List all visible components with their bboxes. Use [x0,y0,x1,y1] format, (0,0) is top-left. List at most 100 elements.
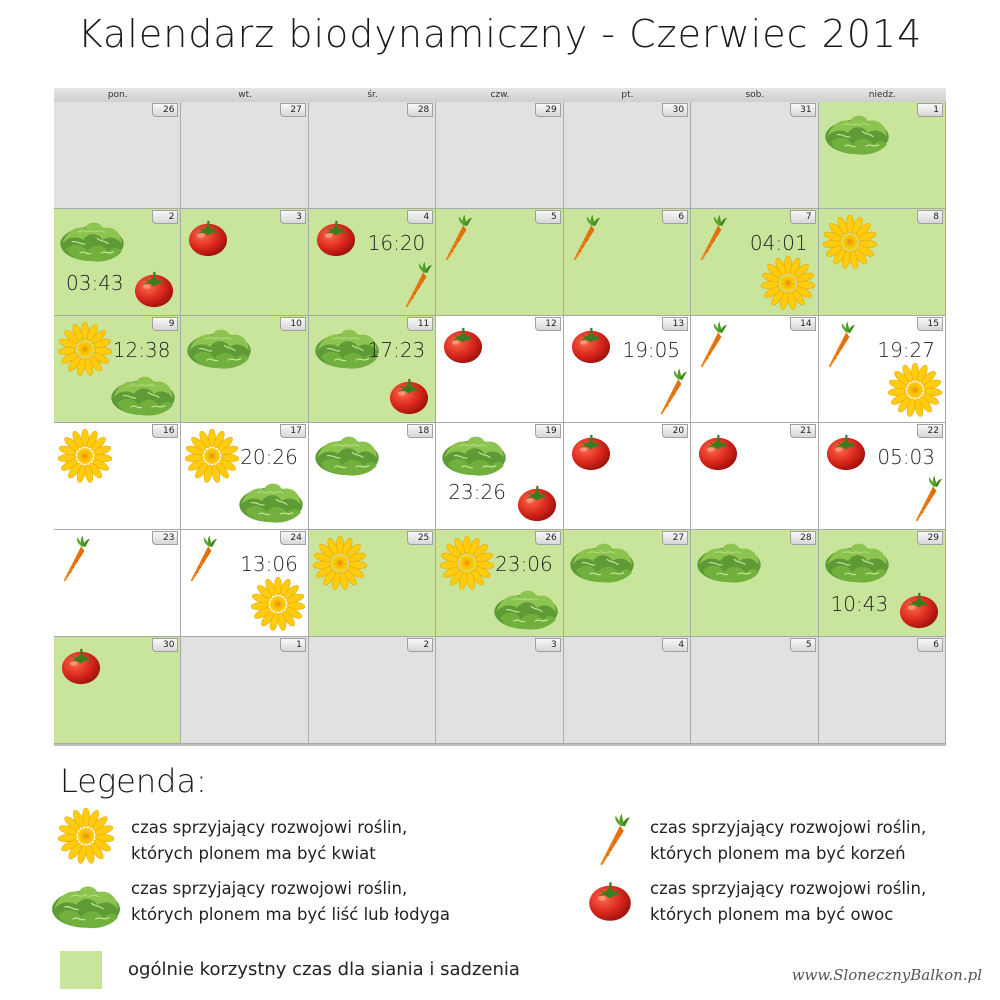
day-number: 2 [407,638,434,652]
day-number: 15 [916,317,943,331]
lettuce-icon [823,108,891,156]
page-title: Kalendarz biodynamiczny - Czerwiec 2014 [77,12,923,56]
carrot-icon [58,534,90,584]
day-cell: 8 [818,209,946,316]
legend-flower-text: czas sprzyjający rozwojowi roślin, który… [131,818,408,863]
lettuce-icon [185,322,253,370]
legend-green-swatch [60,951,102,989]
day-cell: 10 [181,316,309,423]
legend-title: Legenda: [60,762,207,800]
day-cell: 5 [691,637,819,744]
flower-icon [440,536,494,590]
day-cell: 3 [436,637,564,744]
day-cell: 3 [181,209,309,316]
flower-icon [888,363,942,417]
day-cell: 30 [54,637,182,744]
day-cell: 1 [181,637,309,744]
day-number: 16 [152,424,179,438]
day-cell: 6 [563,209,692,316]
day-number: 30 [152,638,179,652]
moon-time: 16:20 [367,231,426,255]
day-cell: 2 [308,637,437,744]
carrot-icon [594,813,630,867]
day-number: 8 [916,210,943,224]
tomato-icon [185,215,231,259]
day-number: 17 [279,424,306,438]
day-number: 29 [534,103,561,117]
day-number: 28 [789,531,816,545]
tomato-icon [568,322,614,366]
lettuce-icon [492,583,560,631]
day-cell: 5 [436,209,564,316]
day-number: 20 [662,424,689,438]
flower-icon [823,215,877,269]
day-number: 11 [407,317,434,331]
day-number: 14 [789,317,816,331]
tomato-icon [568,429,614,473]
day-number: 3 [279,210,306,224]
moon-time: 05:03 [877,445,935,469]
day-cell: 15 19:27 [818,316,946,423]
day-number: 30 [662,103,689,117]
day-number: 9 [152,317,179,331]
day-number: 13 [662,317,689,331]
flower-icon [185,429,239,483]
day-number: 31 [789,103,816,117]
carrot-icon [400,260,432,310]
flower-icon [58,808,114,864]
lettuce-icon [50,878,122,930]
day-cell: 2 03:43 [54,209,182,316]
day-cell: 28 [308,102,437,209]
legend-green-text: ogólnie korzystny czas dla siania i sadz… [128,959,520,980]
day-number: 26 [152,103,179,117]
flower-icon [251,577,305,631]
day-cell: 9 12:38 [54,316,182,423]
day-number: 5 [534,210,561,224]
moon-time: 10:43 [830,592,889,616]
day-cell: 24 13:06 [181,530,309,637]
carrot-icon [910,474,942,524]
tomato-icon [823,429,869,473]
tomato-icon [896,587,942,631]
day-cell: 29 [436,102,564,209]
day-cell: 31 [691,102,819,209]
day-cell: 26 23:06 [436,530,564,637]
carrot-icon [655,367,687,417]
day-cell: 22 05:03 [818,423,946,530]
day-cell: 18 [308,423,437,530]
day-cell: 20 [563,423,692,530]
flower-icon [313,536,367,590]
day-number: 28 [407,103,434,117]
day-number: 24 [279,531,306,545]
flower-icon [58,429,112,483]
moon-time: 23:06 [495,552,553,576]
carrot-icon [695,213,727,263]
lettuce-icon [313,429,381,477]
legend-tomato-text: czas sprzyjający rozwojowi roślin, który… [650,879,927,924]
day-cell: 28 [691,530,819,637]
weekday-header: niedz. [818,88,946,102]
carrot-icon [568,213,600,263]
weekday-header: sob. [691,88,819,102]
lettuce-icon [568,536,636,584]
day-cell: 29 10:43 [818,530,946,637]
legend-carrot-text: czas sprzyjający rozwojowi roślin, który… [650,818,927,863]
day-cell: 17 20:26 [181,423,309,530]
day-number: 29 [916,531,943,545]
lettuce-icon [823,536,891,584]
day-number: 1 [279,638,306,652]
day-number: 6 [916,638,943,652]
weekday-header: pt. [563,88,692,102]
day-number: 26 [534,531,561,545]
lettuce-icon [440,429,508,477]
day-number: 21 [789,424,816,438]
day-cell: 1 [818,102,946,209]
day-cell: 14 [691,316,819,423]
weekday-header: pon. [54,88,182,102]
day-cell: 25 [308,530,437,637]
day-number: 19 [534,424,561,438]
weekday-header: wt. [181,88,309,102]
moon-time: 23:26 [448,480,506,504]
day-number: 7 [789,210,816,224]
day-cell: 16 [54,423,182,530]
